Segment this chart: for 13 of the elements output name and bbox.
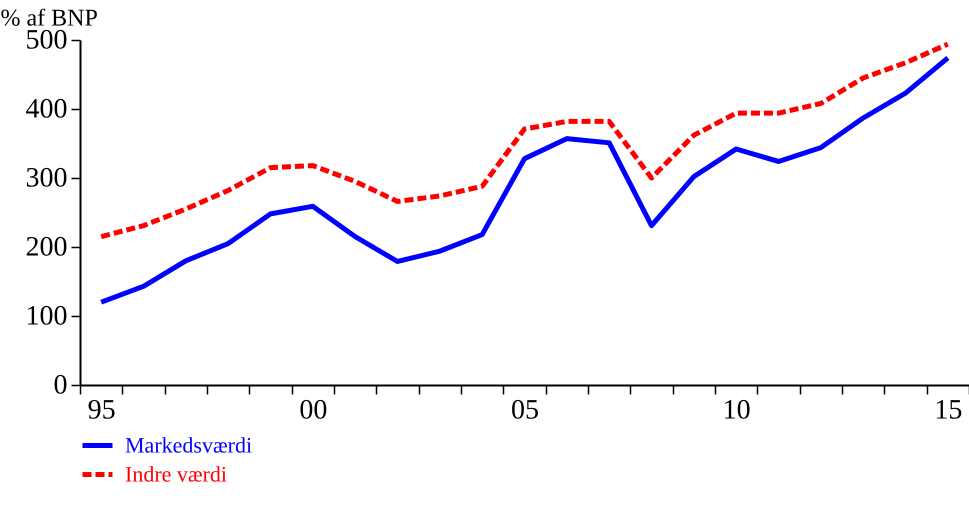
x-tick-label: 00 xyxy=(299,394,328,426)
y-tick-label: 400 xyxy=(26,94,68,124)
y-tick-label: 0 xyxy=(54,370,68,400)
x-tick-label: 15 xyxy=(934,394,962,426)
legend-label: Indre værdi xyxy=(125,462,228,486)
x-tick-label: 95 xyxy=(88,394,116,426)
y-tick-label: 300 xyxy=(26,162,68,194)
x-tick-label: 05 xyxy=(511,394,539,426)
y-tick-label: 200 xyxy=(26,232,68,262)
y-tick-label: 500 xyxy=(26,24,68,56)
legend-label: Markedsværdi xyxy=(125,432,252,458)
x-tick-label: 10 xyxy=(722,394,751,426)
y-tick-label: 100 xyxy=(26,300,68,332)
